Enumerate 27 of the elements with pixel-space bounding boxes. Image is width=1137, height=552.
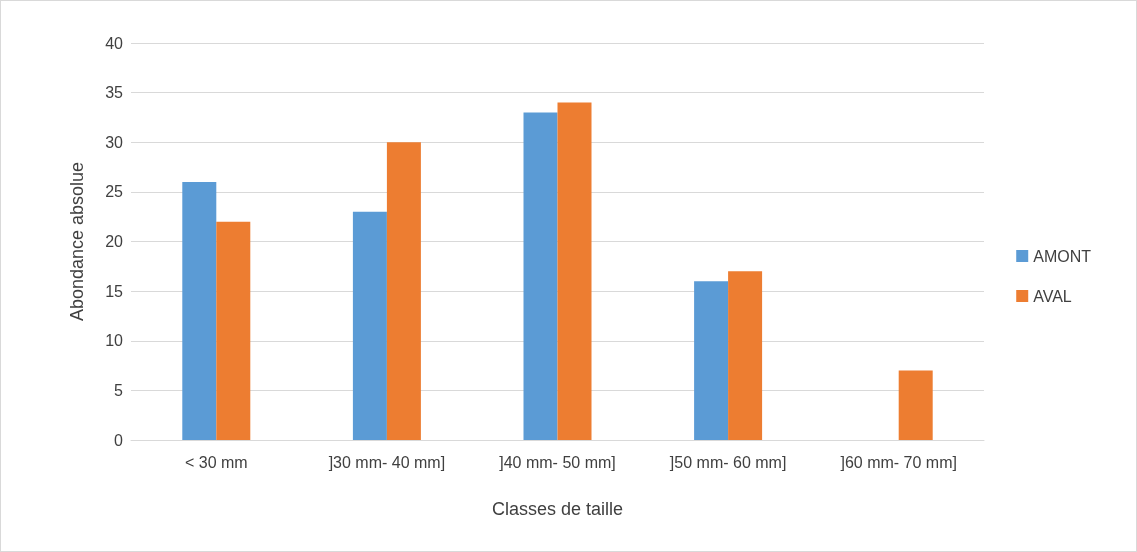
x-tick-label: ]50 mm- 60 mm] bbox=[669, 453, 787, 471]
legend-label: AMONT bbox=[1033, 247, 1092, 265]
bar bbox=[352, 211, 387, 440]
y-tick-label: 0 bbox=[114, 431, 124, 449]
x-tick-label: ]30 mm- 40 mm] bbox=[328, 453, 446, 471]
bar bbox=[557, 102, 592, 440]
x-tick-label: < 30 mm bbox=[184, 453, 248, 471]
y-tick-label: 25 bbox=[105, 183, 124, 201]
x-tick-label: ]40 mm- 50 mm] bbox=[499, 453, 616, 471]
bar bbox=[694, 281, 729, 440]
x-tick-label: ]60 mm- 70 mm] bbox=[840, 453, 957, 471]
bar bbox=[898, 370, 933, 440]
bar bbox=[216, 221, 251, 440]
y-tick-label: 40 bbox=[105, 34, 124, 52]
y-tick-label: 35 bbox=[105, 84, 124, 102]
bar bbox=[523, 112, 558, 440]
y-tick-label: 5 bbox=[114, 381, 124, 399]
legend-label: AVAL bbox=[1033, 287, 1072, 305]
bar bbox=[728, 271, 763, 440]
y-tick-label: 30 bbox=[105, 133, 124, 151]
y-axis-title: Abondance absolue bbox=[67, 161, 87, 322]
y-tick-label: 20 bbox=[105, 233, 124, 250]
bar bbox=[386, 142, 421, 440]
y-tick-label: 10 bbox=[105, 332, 124, 350]
bar bbox=[182, 181, 217, 440]
x-axis-title: Classes de taille bbox=[491, 499, 624, 519]
y-tick-label: 15 bbox=[105, 282, 124, 300]
